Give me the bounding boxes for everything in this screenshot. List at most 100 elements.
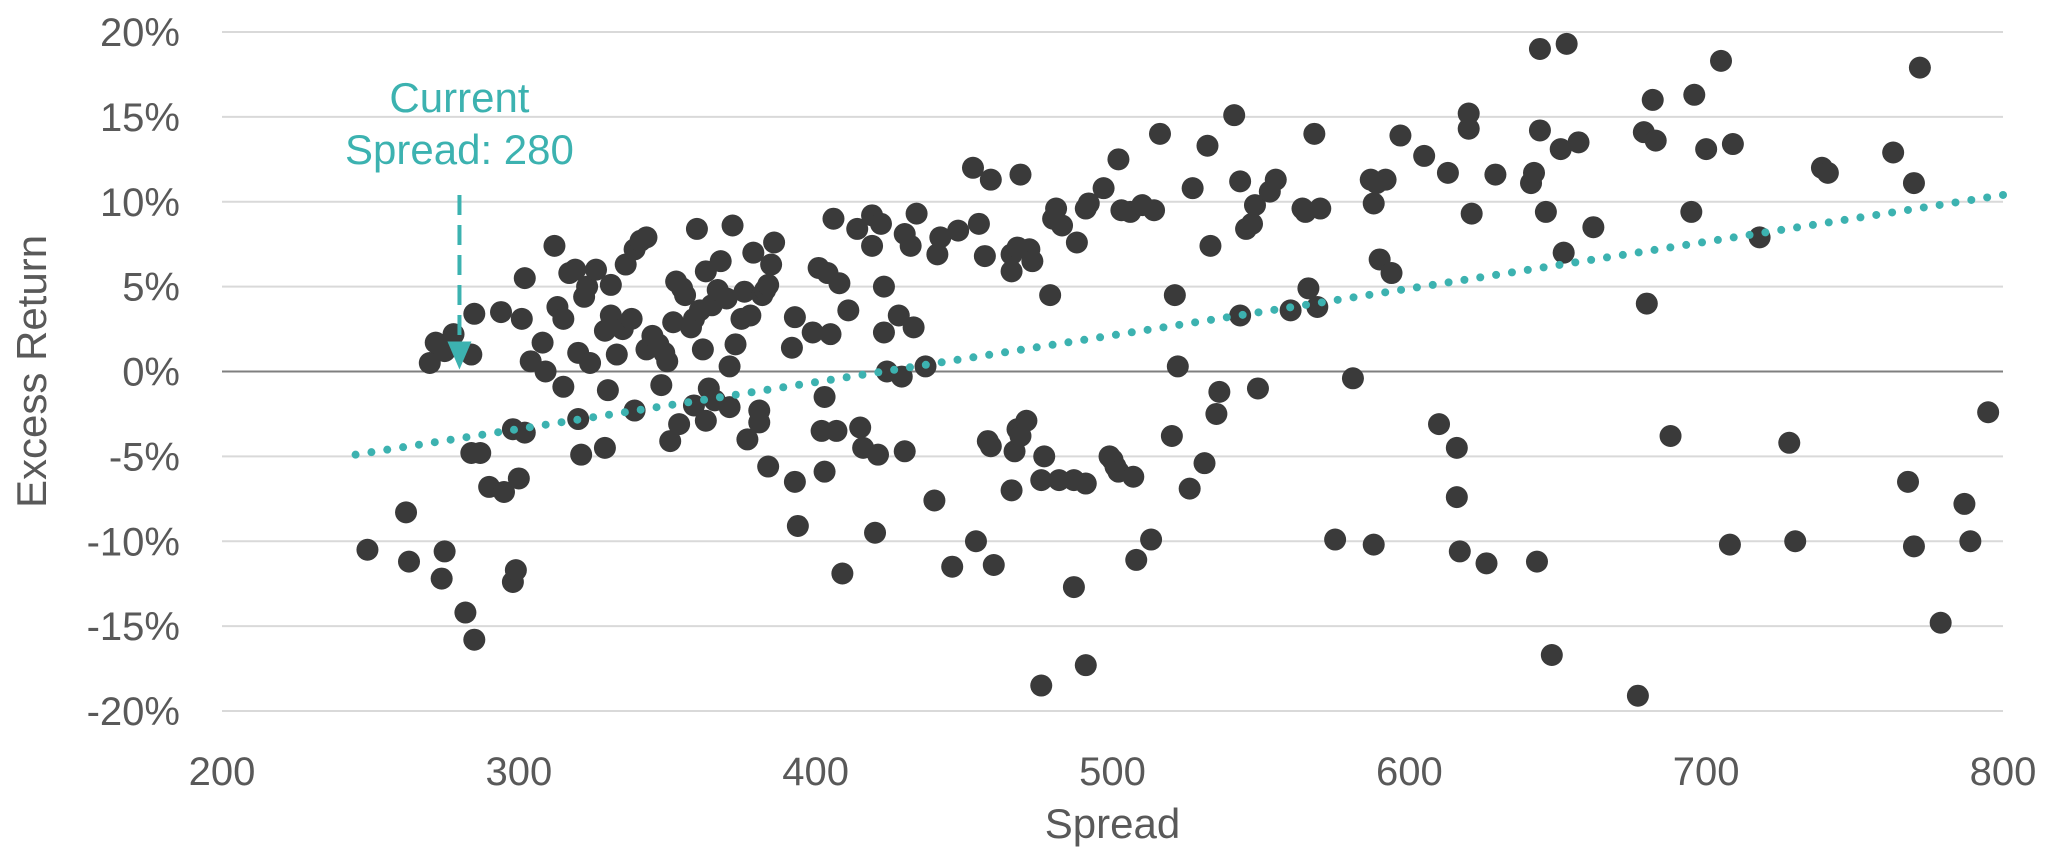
data-point — [492, 481, 515, 504]
trendline-dot — [1492, 270, 1501, 279]
data-point — [1778, 431, 1801, 454]
data-point — [964, 530, 987, 553]
y-tick-label: 20% — [100, 11, 180, 55]
data-point — [899, 234, 922, 257]
trendline-dot — [1967, 195, 1976, 204]
data-point — [674, 284, 697, 307]
data-point — [872, 321, 895, 344]
trendline-dot — [1666, 243, 1675, 252]
trendline-dot — [1286, 303, 1295, 312]
data-point — [1166, 355, 1189, 378]
data-point — [1528, 37, 1551, 60]
data-point — [463, 302, 486, 325]
data-point — [1303, 122, 1326, 145]
trendline-dot — [1935, 200, 1944, 209]
data-point — [849, 416, 872, 439]
data-point — [837, 299, 860, 322]
trendline-dot — [1381, 288, 1390, 297]
data-point — [1196, 134, 1219, 157]
data-point — [923, 489, 946, 512]
data-point — [1897, 470, 1920, 493]
data-point — [819, 323, 842, 346]
trendline-dot — [1888, 208, 1897, 217]
data-point — [715, 287, 738, 310]
data-point — [596, 379, 619, 402]
data-point — [1626, 684, 1649, 707]
trendline-dot — [462, 433, 471, 442]
data-point — [463, 628, 486, 651]
data-point — [1264, 168, 1287, 191]
data-point — [605, 343, 628, 366]
data-point — [1374, 168, 1397, 191]
trendline-dot — [478, 430, 487, 439]
data-point — [1107, 148, 1130, 171]
x-axis-title: Spread — [1045, 800, 1180, 847]
data-point — [579, 352, 602, 375]
data-point — [979, 435, 1002, 458]
data-points — [356, 32, 2000, 707]
trendline-dot — [1634, 248, 1643, 257]
trendline-dot — [1698, 238, 1707, 247]
trendline-dot — [1111, 330, 1120, 339]
data-point — [1181, 177, 1204, 200]
trendline-dot — [1016, 345, 1025, 354]
y-tick-label: -20% — [87, 690, 180, 734]
trendline-dot — [858, 370, 867, 379]
trendline-dot — [969, 353, 978, 362]
trendline-dot — [1428, 280, 1437, 289]
data-point — [1205, 402, 1228, 425]
data-point — [433, 540, 456, 563]
trendline-dot — [1793, 223, 1802, 232]
trendline-dot — [1983, 193, 1992, 202]
x-tick-label: 400 — [782, 750, 849, 794]
data-point — [733, 280, 756, 303]
data-point — [543, 234, 566, 257]
data-point — [1074, 472, 1097, 495]
trendline-dot — [605, 410, 614, 419]
trendline-dot — [1397, 285, 1406, 294]
data-point — [967, 212, 990, 235]
x-tick-label: 800 — [1970, 750, 2037, 794]
data-point — [1065, 231, 1088, 254]
trendline-dot — [1523, 265, 1532, 274]
trendline-dot — [668, 400, 677, 409]
data-point — [635, 226, 658, 249]
data-point — [356, 538, 379, 561]
data-point — [552, 375, 575, 398]
data-point — [1977, 401, 2000, 424]
data-point — [1784, 530, 1807, 553]
data-point — [718, 396, 741, 419]
data-point — [1243, 194, 1266, 217]
trendline-dot — [874, 368, 883, 377]
data-point — [1199, 234, 1222, 257]
data-point — [510, 307, 533, 330]
trendline-dot — [826, 375, 835, 384]
data-point — [620, 307, 643, 330]
trendline-dot — [1222, 313, 1231, 322]
trendline-dot — [1840, 215, 1849, 224]
trendline-dot — [1349, 293, 1358, 302]
data-point — [783, 306, 806, 329]
data-point — [1143, 199, 1166, 222]
data-point — [504, 559, 527, 582]
trendline-dot — [383, 445, 392, 454]
data-point — [1033, 445, 1056, 468]
data-point — [585, 258, 608, 281]
trendline-dot — [1571, 258, 1580, 267]
data-point — [1229, 170, 1252, 193]
data-point — [656, 350, 679, 373]
trendline-dot — [1096, 333, 1105, 342]
data-point — [1641, 88, 1664, 111]
trendline-dot — [1999, 190, 2007, 199]
data-point — [1902, 172, 1925, 195]
trendline-dot — [351, 450, 360, 459]
data-point — [1428, 413, 1451, 436]
data-point — [1475, 552, 1498, 575]
data-point — [1695, 138, 1718, 161]
data-point — [1000, 479, 1023, 502]
trendline-dot — [1713, 235, 1722, 244]
data-point — [864, 521, 887, 544]
data-point — [1306, 295, 1329, 318]
data-point — [979, 168, 1002, 191]
data-point — [1552, 241, 1575, 264]
